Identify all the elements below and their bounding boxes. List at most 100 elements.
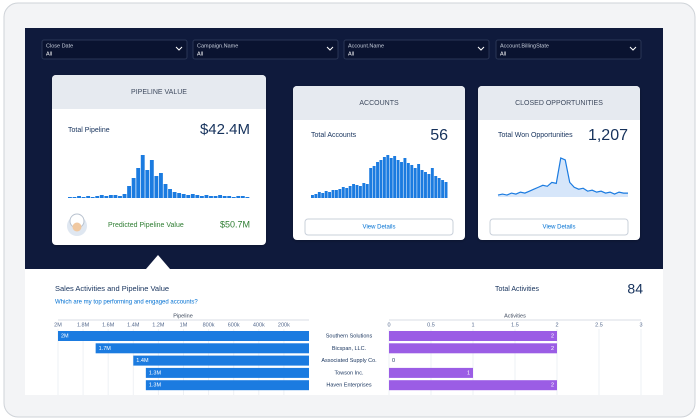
sparkline-bar: [131, 178, 136, 198]
card-header: [52, 75, 266, 109]
x-tick-label: 400k: [253, 322, 265, 328]
sparkline-bar: [311, 195, 314, 198]
filter-label: Account.Name: [348, 43, 384, 49]
x-tick-label: 0: [387, 322, 390, 328]
x-tick-label: 1.6M: [102, 322, 115, 328]
metric-value: 1,207: [588, 127, 628, 144]
view-details-button[interactable]: View Details: [304, 218, 454, 236]
sparkline-bar: [77, 196, 81, 198]
sparkline-bar: [413, 168, 417, 198]
filter-value: All: [348, 51, 354, 57]
sparkline-bar: [177, 193, 182, 198]
x-tick-label: 600k: [228, 322, 240, 328]
bar: [95, 343, 310, 354]
x-tick-label: 1.8M: [77, 322, 90, 328]
sparkline-bar: [365, 184, 369, 198]
sparkline-bar: [181, 194, 186, 198]
button-box: [304, 218, 454, 236]
sparkline-bar: [136, 168, 141, 198]
total-value: 84: [627, 281, 643, 297]
sparkline-bar: [317, 192, 321, 198]
category-label: Haven Enterprises: [326, 383, 371, 389]
sparkline-bar: [140, 155, 145, 198]
sparkline-bar: [236, 196, 241, 198]
bar: [58, 331, 309, 341]
sparkline-bar: [328, 192, 332, 198]
sparkline-bar: [172, 192, 177, 198]
chevron-icon: [326, 46, 334, 51]
value-label: 1.3M: [149, 370, 162, 376]
card-body: [52, 75, 266, 245]
sparkline-bar: [72, 197, 77, 198]
sparkline-bar: [444, 182, 448, 198]
sparkline-bar: [352, 184, 356, 198]
filter-label: Close Date: [46, 43, 73, 49]
filter-label: Account.BillingState: [500, 43, 549, 49]
sparkline-bar: [81, 197, 86, 198]
value-label: 1.3M: [149, 383, 162, 389]
sparkline-bar: [190, 194, 195, 198]
sparkline-bar: [376, 162, 379, 198]
sparkline-bar: [410, 165, 414, 198]
card: PIPELINE VALUE Total Pipeline $42.4M Predic…: [52, 75, 266, 245]
value-label: 2: [551, 383, 554, 389]
sparkline-bar: [95, 196, 100, 198]
x-tick-label: 800k: [203, 322, 215, 328]
card-header: [293, 86, 465, 120]
card-header: [478, 86, 640, 120]
sparkline-bar: [379, 160, 383, 198]
sparkline-bar: [434, 176, 438, 198]
card-title: CLOSED OPPORTUNITIES: [515, 100, 603, 107]
sparkline-bar: [186, 195, 191, 198]
metric-label: Total Accounts: [311, 132, 357, 139]
sparkline-bar: [163, 184, 168, 198]
x-tick-label: 2.5: [595, 322, 603, 328]
value-label: 1: [467, 370, 470, 376]
sparkline-bar: [400, 162, 403, 198]
sparkline-bar: [108, 195, 113, 198]
filter-dropdown[interactable]: Account.Name All: [343, 39, 490, 60]
chevron-icon: [175, 46, 183, 51]
filter-box: [495, 39, 642, 60]
sparkline-bar: [314, 194, 318, 198]
sparkline-bar: [218, 195, 223, 198]
chart-title: Activities: [504, 313, 526, 319]
sparkline-bar: [386, 155, 390, 198]
bar: [389, 367, 473, 378]
button-label: View Details: [543, 225, 576, 231]
x-tick-label: 1.5: [511, 322, 519, 328]
sparkline-bar: [240, 196, 245, 198]
sparkline-bar: [245, 197, 250, 198]
sparkline-bar: [441, 180, 445, 198]
section-link[interactable]: Which are my top performing and engaged …: [55, 300, 198, 306]
sparkline-bar: [321, 193, 325, 198]
sparkline-bar: [437, 178, 441, 198]
sparkline-bar: [424, 172, 427, 198]
bar: [133, 355, 309, 366]
x-tick-label: 0.5: [427, 322, 435, 328]
sparkline-bar: [159, 173, 163, 198]
sparkline-area: [498, 158, 628, 197]
filter-label: Campaign.Name: [197, 43, 238, 49]
sparkline-line: [497, 157, 628, 196]
filter-dropdown[interactable]: Campaign.Name All: [192, 39, 339, 60]
sparkline-bar: [204, 195, 209, 198]
total-label: Total Activities: [495, 286, 539, 293]
sparkline-bar: [231, 197, 236, 198]
sparkline-bar: [338, 189, 342, 198]
bar: [389, 343, 557, 354]
filter-box: [192, 39, 339, 60]
chart-title: Pipeline: [173, 313, 193, 319]
metric-value: 56: [430, 127, 448, 144]
sparkline-bar: [331, 190, 335, 198]
sparkline-bar: [209, 196, 213, 198]
category-label: Southern Solutions: [326, 333, 373, 339]
view-details-button[interactable]: View Details: [489, 218, 629, 236]
x-tick-label: 2: [555, 322, 558, 328]
filter-dropdown[interactable]: Account.BillingState All: [495, 39, 642, 60]
filter-dropdown[interactable]: Close Date All: [41, 39, 188, 60]
sparkline-bar: [99, 195, 104, 198]
card-title: ACCOUNTS: [359, 100, 399, 107]
sparkline-bar: [113, 195, 118, 198]
sparkline-bar: [222, 196, 227, 198]
